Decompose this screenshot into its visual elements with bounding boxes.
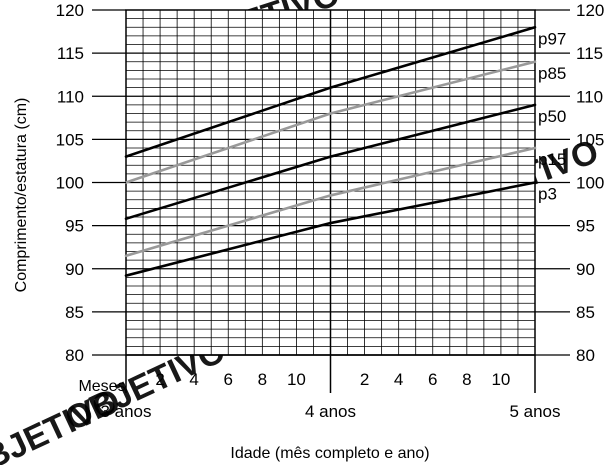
y-tick-label-left: 100: [56, 174, 84, 193]
y-tick-label-right: 115: [576, 44, 603, 63]
y-axis-title: Comprimento/estatura (cm): [13, 98, 30, 293]
months-label: Meses: [78, 378, 125, 395]
series-label-p3: p3: [538, 185, 557, 204]
series-line-p50: [124, 103, 537, 221]
y-tick-label-left: 110: [57, 87, 84, 106]
y-tick-label-right: 90: [576, 260, 595, 279]
month-tick-label: 2: [155, 370, 164, 389]
year-tick-label: 4 anos: [305, 402, 356, 421]
y-tick-label-left: 85: [65, 303, 84, 322]
y-tick-label-left: 120: [56, 1, 84, 20]
y-tick-label-left: 115: [57, 44, 84, 63]
y-tick-label-left: 90: [65, 260, 84, 279]
series-label-p85: p85: [538, 64, 566, 83]
month-tick-label: 10: [491, 370, 510, 389]
month-tick-label: 4: [394, 370, 403, 389]
y-tick-label-right: 110: [576, 87, 603, 106]
y-tick-label-right: 100: [576, 174, 604, 193]
y-tick-label-right: 85: [576, 303, 595, 322]
series-layer: p97 p85 p50 p15 p3: [124, 25, 566, 277]
month-tick-label: 2: [360, 370, 369, 389]
series-line-p85: [124, 60, 537, 184]
series-label-p15: p15: [538, 150, 566, 169]
series-label-p97: p97: [538, 29, 566, 48]
y-tick-label-right: 120: [576, 1, 604, 20]
series-line-p97: [124, 25, 537, 158]
month-tick-label: 8: [462, 370, 471, 389]
month-tick-label: 6: [428, 370, 437, 389]
y-tick-label-right: 105: [576, 130, 604, 149]
month-tick-label: 10: [287, 370, 306, 389]
y-tick-label-left: 95: [65, 217, 84, 236]
x-axis-title: Idade (mês completo e ano): [230, 445, 429, 462]
year-tick-label: 3 anos: [100, 402, 151, 421]
month-tick-label: 8: [258, 370, 267, 389]
y-tick-label-left: 105: [56, 130, 84, 149]
month-tick-label: 4: [189, 370, 198, 389]
axes: 80 80 85 85 90 90 95 95 100 100 105 105 110 110 115 115…: [56, 1, 605, 421]
grid: [125, 9, 536, 356]
series-label-p50: p50: [538, 107, 566, 126]
series-line-p15: [124, 146, 537, 258]
y-tick-label-left: 80: [65, 346, 84, 365]
year-tick-label: 5 anos: [509, 402, 560, 421]
y-tick-label-right: 95: [576, 217, 595, 236]
month-tick-label: 6: [224, 370, 233, 389]
y-tick-label-right: 80: [576, 346, 595, 365]
series-line-p3: [124, 181, 537, 277]
